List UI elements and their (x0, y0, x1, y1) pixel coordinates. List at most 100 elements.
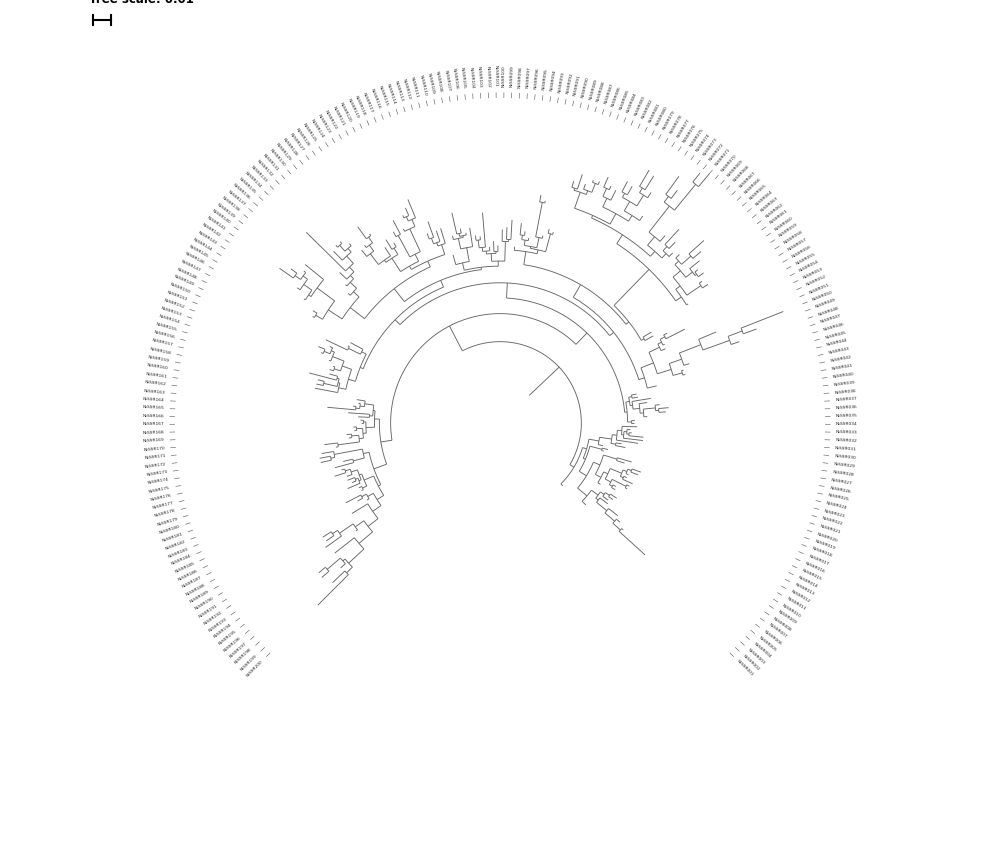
Text: NtSSR189: NtSSR189 (189, 590, 210, 604)
Text: NtSSR087: NtSSR087 (604, 83, 614, 105)
Text: NtSSR083: NtSSR083 (633, 95, 646, 116)
Text: NtSSR002: NtSSR002 (742, 653, 760, 672)
Text: NtSSR053: NtSSR053 (802, 266, 824, 280)
Text: NtSSR072: NtSSR072 (708, 142, 725, 162)
Text: NtSSR074: NtSSR074 (696, 132, 712, 152)
Text: NtSSR177: NtSSR177 (152, 501, 174, 510)
Text: NtSSR150: NtSSR150 (169, 283, 191, 294)
Text: NtSSR149: NtSSR149 (173, 275, 194, 287)
Text: NtSSR012: NtSSR012 (790, 590, 811, 604)
Text: NtSSR078: NtSSR078 (669, 114, 683, 135)
Text: NtSSR084: NtSSR084 (626, 91, 638, 113)
Text: NtSSR139: NtSSR139 (216, 202, 236, 219)
Text: NtSSR143: NtSSR143 (197, 230, 217, 245)
Text: NtSSR198: NtSSR198 (234, 647, 253, 665)
Text: NtSSR014: NtSSR014 (797, 575, 819, 589)
Text: NtSSR200: NtSSR200 (246, 659, 264, 678)
Text: NtSSR063: NtSSR063 (759, 195, 779, 212)
Text: NtSSR061: NtSSR061 (769, 209, 789, 225)
Text: NtSSR008: NtSSR008 (772, 617, 792, 632)
Text: NtSSR172: NtSSR172 (145, 462, 167, 469)
Text: NtSSR132: NtSSR132 (256, 159, 273, 178)
Text: NtSSR171: NtSSR171 (144, 454, 166, 460)
Text: NtSSR182: NtSSR182 (164, 539, 186, 551)
Text: NtSSR077: NtSSR077 (676, 118, 691, 139)
Text: NtSSR040: NtSSR040 (832, 371, 855, 379)
Text: NtSSR193: NtSSR193 (208, 617, 228, 632)
Text: NtSSR071: NtSSR071 (715, 148, 732, 167)
Text: NtSSR023: NtSSR023 (824, 509, 846, 519)
Text: NtSSR124: NtSSR124 (309, 118, 324, 139)
Text: NtSSR069: NtSSR069 (727, 159, 744, 178)
Text: NtSSR148: NtSSR148 (176, 266, 198, 280)
Text: NtSSR192: NtSSR192 (203, 610, 223, 625)
Text: NtSSR173: NtSSR173 (146, 470, 168, 477)
Text: NtSSR120: NtSSR120 (339, 102, 352, 124)
Text: NtSSR036: NtSSR036 (836, 405, 857, 410)
Text: NtSSR096: NtSSR096 (534, 67, 540, 89)
Text: NtSSR044: NtSSR044 (826, 338, 849, 348)
Text: NtSSR191: NtSSR191 (198, 603, 219, 618)
Text: Tree scale: 0.01: Tree scale: 0.01 (89, 0, 194, 6)
Text: NtSSR176: NtSSR176 (150, 493, 172, 502)
Text: NtSSR004: NtSSR004 (753, 641, 772, 659)
Text: NtSSR128: NtSSR128 (282, 137, 298, 157)
Text: NtSSR110: NtSSR110 (418, 74, 427, 96)
Text: NtSSR180: NtSSR180 (159, 525, 181, 535)
Text: NtSSR081: NtSSR081 (648, 102, 661, 124)
Text: NtSSR010: NtSSR010 (781, 603, 802, 618)
Text: NtSSR146: NtSSR146 (184, 252, 205, 266)
Text: NtSSR035: NtSSR035 (836, 414, 858, 419)
Text: NtSSR133: NtSSR133 (250, 165, 268, 183)
Text: NtSSR060: NtSSR060 (774, 216, 794, 232)
Text: NtSSR055: NtSSR055 (795, 252, 816, 266)
Text: NtSSR135: NtSSR135 (238, 177, 256, 195)
Text: NtSSR158: NtSSR158 (150, 347, 172, 355)
Text: NtSSR100: NtSSR100 (502, 65, 506, 87)
Text: NtSSR106: NtSSR106 (452, 68, 458, 91)
Text: NtSSR165: NtSSR165 (142, 405, 164, 410)
Text: NtSSR093: NtSSR093 (557, 70, 565, 93)
Text: NtSSR039: NtSSR039 (834, 380, 856, 387)
Text: NtSSR195: NtSSR195 (218, 629, 237, 646)
Text: NtSSR181: NtSSR181 (162, 532, 183, 542)
Text: NtSSR006: NtSSR006 (763, 629, 782, 645)
Text: NtSSR070: NtSSR070 (721, 153, 738, 173)
Text: NtSSR161: NtSSR161 (145, 371, 168, 379)
Text: NtSSR164: NtSSR164 (143, 397, 165, 403)
Text: NtSSR127: NtSSR127 (288, 132, 304, 152)
Text: NtSSR105: NtSSR105 (460, 67, 466, 89)
Text: NtSSR184: NtSSR184 (171, 554, 192, 566)
Text: NtSSR048: NtSSR048 (817, 306, 839, 316)
Text: NtSSR119: NtSSR119 (346, 98, 359, 119)
Text: NtSSR147: NtSSR147 (180, 260, 201, 272)
Text: NtSSR159: NtSSR159 (148, 355, 170, 363)
Text: NtSSR137: NtSSR137 (227, 190, 246, 206)
Text: NtSSR045: NtSSR045 (824, 330, 847, 340)
Text: NtSSR101: NtSSR101 (494, 65, 498, 87)
Text: NtSSR156: NtSSR156 (153, 330, 176, 340)
Text: NtSSR102: NtSSR102 (485, 65, 490, 87)
Text: NtSSR126: NtSSR126 (295, 128, 311, 147)
Text: NtSSR175: NtSSR175 (148, 486, 171, 494)
Text: NtSSR032: NtSSR032 (835, 438, 857, 443)
Text: NtSSR046: NtSSR046 (822, 322, 844, 332)
Text: NtSSR108: NtSSR108 (435, 70, 443, 93)
Text: NtSSR090: NtSSR090 (581, 76, 590, 98)
Text: NtSSR066: NtSSR066 (744, 177, 762, 195)
Text: NtSSR183: NtSSR183 (167, 547, 189, 558)
Text: NtSSR038: NtSSR038 (834, 388, 856, 394)
Text: NtSSR089: NtSSR089 (588, 78, 598, 100)
Text: NtSSR073: NtSSR073 (702, 137, 718, 157)
Text: NtSSR059: NtSSR059 (778, 222, 799, 239)
Text: NtSSR130: NtSSR130 (268, 148, 285, 167)
Text: NtSSR125: NtSSR125 (302, 123, 318, 143)
Text: NtSSR020: NtSSR020 (817, 532, 838, 542)
Text: NtSSR024: NtSSR024 (826, 501, 848, 510)
Text: NtSSR196: NtSSR196 (223, 635, 242, 652)
Text: NtSSR114: NtSSR114 (386, 83, 396, 105)
Text: NtSSR141: NtSSR141 (206, 216, 226, 232)
Text: NtSSR199: NtSSR199 (240, 653, 258, 672)
Text: NtSSR160: NtSSR160 (147, 364, 169, 371)
Text: NtSSR169: NtSSR169 (143, 438, 165, 443)
